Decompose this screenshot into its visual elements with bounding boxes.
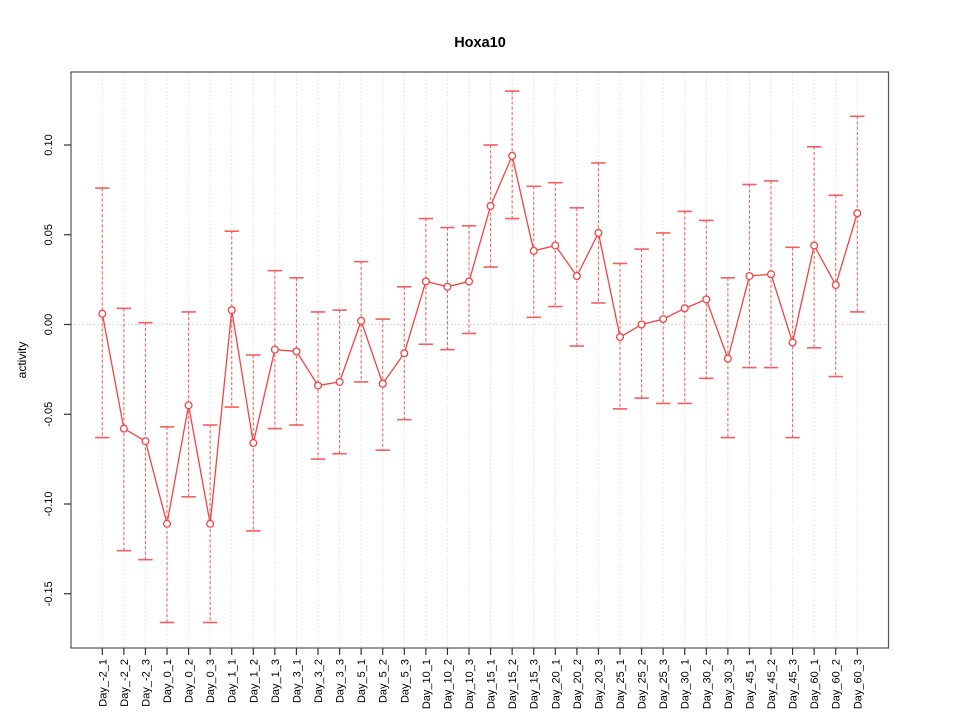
- y-tick-label: 0.00: [43, 314, 55, 335]
- x-tick-label: Day_25_2: [637, 659, 649, 709]
- data-point-marker: [853, 209, 862, 218]
- y-tick-label: -0.15: [43, 581, 55, 606]
- data-point-marker: [421, 277, 430, 286]
- x-tick-label: Day_-2_3: [140, 659, 152, 707]
- x-tick-label: Day_5_1: [356, 659, 368, 703]
- series-line: [101, 153, 858, 524]
- x-tick-label: Day_25_3: [658, 659, 670, 709]
- data-point-marker: [119, 424, 128, 433]
- x-tick-label: Day_1_2: [248, 659, 260, 703]
- x-tick-label: Day_15_1: [486, 659, 498, 709]
- x-tick-label: Day_20_1: [550, 659, 562, 709]
- chart-title: Hoxa10: [454, 35, 506, 51]
- x-tick-label: Day_30_1: [680, 659, 692, 709]
- data-point-marker: [810, 241, 819, 250]
- data-point-marker: [486, 201, 495, 211]
- x-tick-label: Day_0_1: [162, 659, 174, 703]
- x-tick-label: Day_60_1: [809, 659, 821, 709]
- x-tick-label: Day_3_3: [335, 659, 347, 703]
- x-tick-label: Day_30_3: [723, 659, 735, 709]
- x-tick-label: Day_5_2: [378, 659, 390, 703]
- y-axis-label: activity: [15, 342, 29, 379]
- data-point-marker: [162, 519, 172, 528]
- x-tick-label: Day_45_1: [744, 659, 756, 709]
- data-point-marker: [98, 309, 107, 318]
- data-point-marker: [745, 271, 754, 281]
- data-point-marker: [141, 437, 150, 446]
- x-tick-label: Day_-2_2: [119, 659, 131, 707]
- data-point-marker: [551, 241, 560, 250]
- data-point-marker: [788, 338, 797, 347]
- x-tick-label: Day_10_2: [442, 659, 454, 709]
- x-tick-label: Day_10_3: [464, 659, 476, 709]
- x-tick-label: Day_1_1: [227, 659, 239, 703]
- x-tick-label: Day_60_2: [831, 659, 843, 709]
- data-point-marker: [594, 228, 603, 238]
- data-point-marker: [637, 320, 646, 329]
- data-point-marker: [766, 270, 776, 279]
- data-point-marker: [400, 349, 409, 358]
- x-tick-label: Day_0_3: [205, 659, 217, 703]
- x-tick-label: Day_10_1: [421, 659, 433, 709]
- x-tick-label: Day_30_2: [701, 659, 713, 709]
- data-point-marker: [529, 246, 538, 255]
- data-point-marker: [508, 151, 517, 160]
- data-point-marker: [357, 316, 366, 325]
- x-tick-label: Day_20_3: [593, 659, 605, 709]
- plot-generated-layer: 0.10 0.05 0.00 -0.05 -0.10 -0.15 Day_-2_1 Day_-…: [43, 71, 890, 709]
- data-point-marker: [659, 315, 668, 324]
- data-point-marker: [249, 438, 258, 448]
- x-tick-label: Day_25_1: [615, 659, 627, 709]
- data-point-marker: [680, 304, 689, 313]
- data-point-marker: [335, 377, 344, 386]
- data-point-marker: [615, 333, 625, 342]
- x-tick-label: Day_15_3: [529, 659, 541, 709]
- data-point-marker: [572, 271, 581, 281]
- x-tick-label: Day_0_2: [184, 659, 196, 703]
- data-point-marker: [206, 519, 215, 528]
- x-tick-label: Day_3_2: [313, 659, 325, 703]
- x-tick-label: Day_3_1: [291, 659, 303, 703]
- plot-box: [70, 71, 890, 649]
- x-tick-label: Day_1_3: [270, 659, 282, 703]
- data-point-marker: [270, 345, 279, 354]
- data-point-marker: [292, 347, 301, 356]
- x-tick-label: Day_45_3: [788, 659, 800, 709]
- data-point-marker: [443, 282, 452, 291]
- x-tick-label: Day_60_3: [852, 659, 864, 709]
- data-point-marker: [464, 277, 474, 286]
- data-point-marker: [184, 401, 193, 410]
- y-tick-label: -0.10: [43, 491, 55, 516]
- x-tick-label: Day_5_3: [399, 659, 411, 703]
- x-tick-label: Day_-2_1: [97, 659, 109, 707]
- y-tick-label: 0.05: [43, 224, 55, 245]
- y-tick-label: -0.05: [43, 402, 55, 427]
- data-point-marker: [702, 295, 711, 304]
- data-point-marker: [378, 379, 387, 388]
- x-tick-label: Day_15_2: [507, 659, 519, 709]
- y-tick-label: 0.10: [43, 134, 55, 155]
- data-point-marker: [227, 306, 236, 315]
- data-point-marker: [313, 381, 323, 390]
- x-tick-label: Day_45_2: [766, 659, 778, 709]
- data-point-marker: [723, 354, 732, 363]
- x-tick-label: Day_20_2: [572, 659, 584, 709]
- data-point-marker: [831, 280, 840, 290]
